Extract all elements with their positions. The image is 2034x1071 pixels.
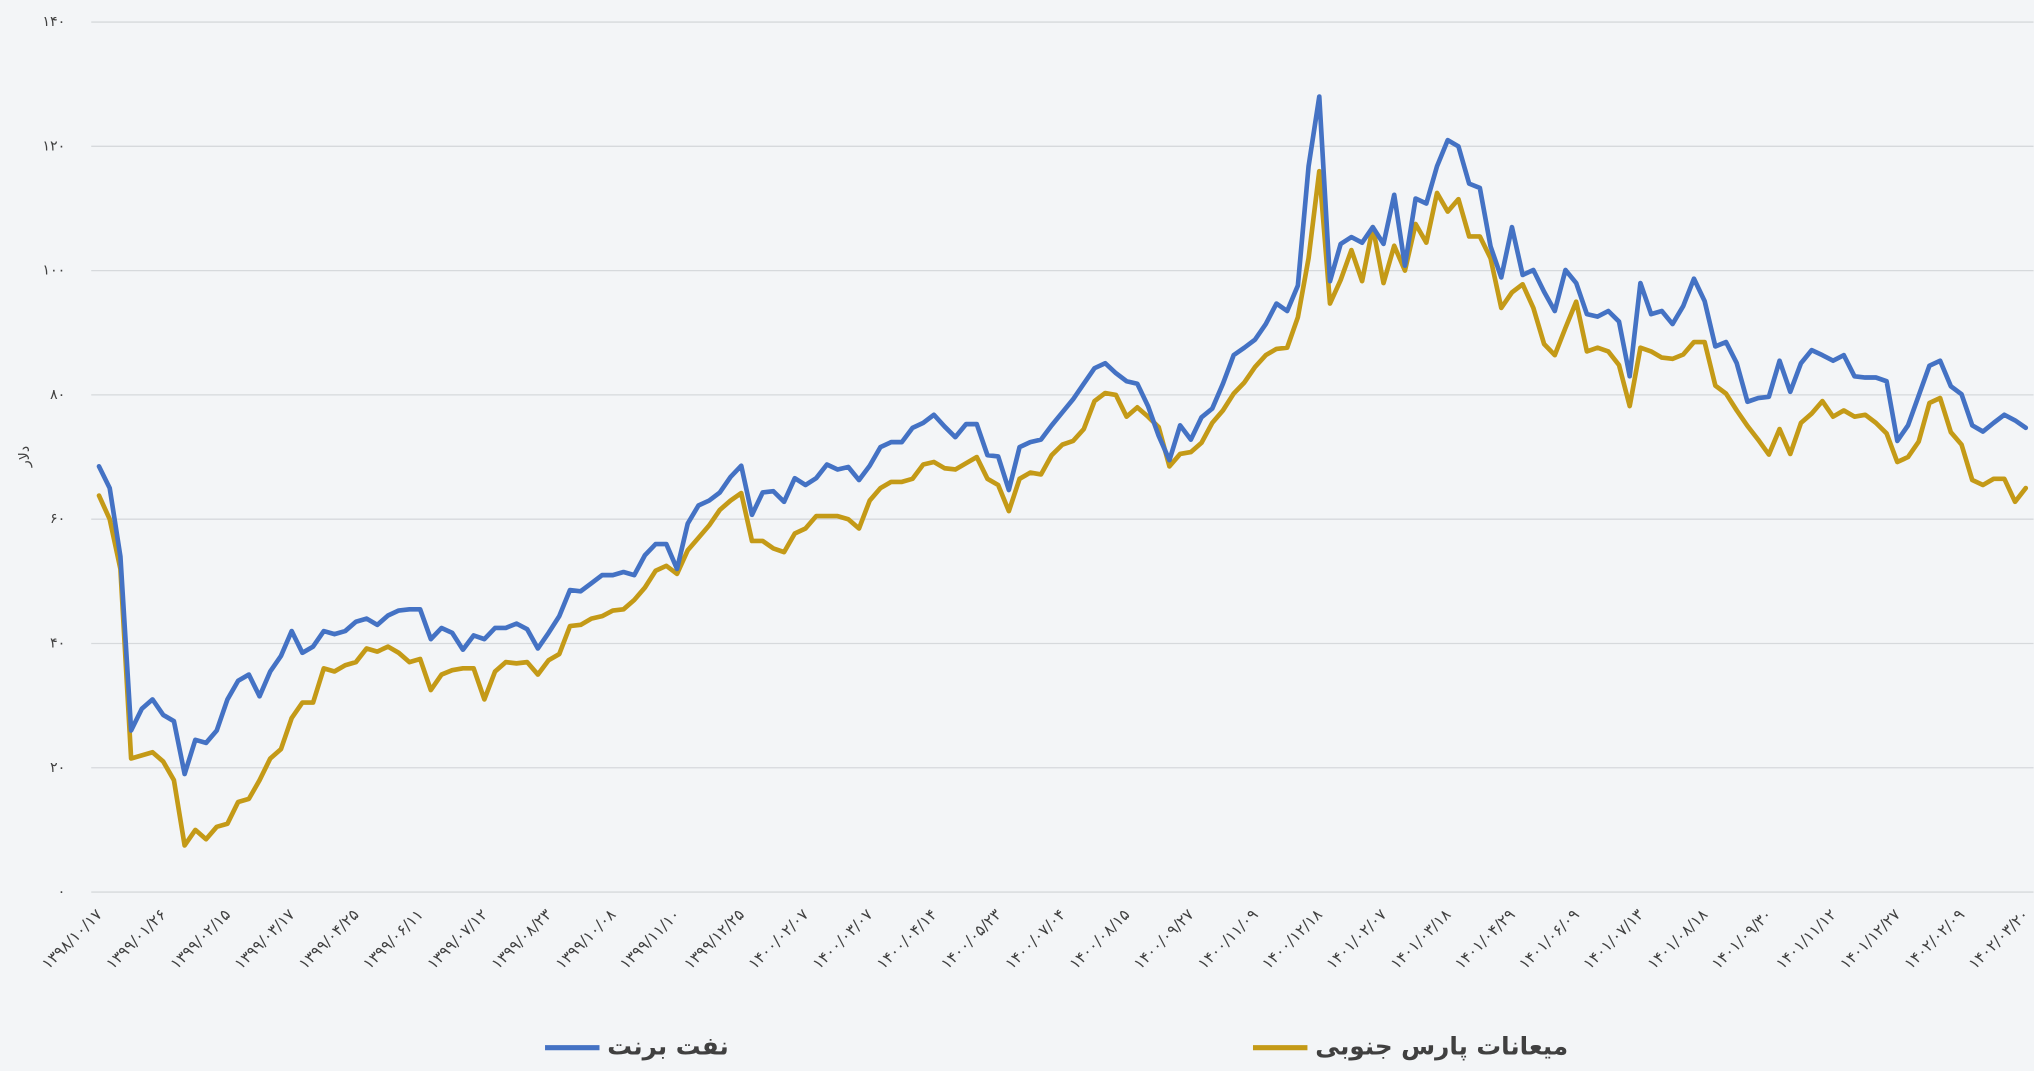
y-tick-label: ۲۰: [50, 760, 65, 776]
x-tick-label: ۱۳۹۹/۰۷/۱۲: [424, 906, 491, 973]
y-tick-label: ۱۰۰: [42, 263, 65, 279]
x-tick-label: ۱۳۹۹/۰۲/۱۵: [167, 906, 234, 973]
x-tick-label: ۱۳۹۹/۱۲/۲۵: [681, 906, 748, 973]
x-tick-label: ۱۴۰۰/۱۱/۰۹: [1194, 906, 1261, 973]
x-tick-label: ۱۴۰۰/۰۴/۱۴: [873, 906, 940, 973]
x-tick-label: ۱۴۰۱/۰۸/۱۸: [1644, 906, 1711, 973]
x-tick-label: ۱۴۰۰/۰۹/۲۷: [1130, 906, 1197, 973]
y-tick-label: ۶۰: [50, 511, 65, 527]
x-tick-label: ۱۳۹۸/۱۰/۱۷: [38, 906, 105, 973]
x-tick-label: ۱۴۰۱/۰۳/۱۸: [1387, 906, 1454, 973]
x-tick-label: ۱۴۰۱/۰۷/۱۳: [1580, 906, 1647, 973]
y-tick-label: ۱۲۰: [42, 138, 65, 154]
y-tick-label: ۰: [58, 884, 66, 900]
x-tick-label: ۱۴۰۲/۰۳/۲۰: [1965, 906, 2032, 973]
x-tick-label: ۱۴۰۰/۱۲/۱۸: [1259, 906, 1326, 973]
x-tick-label: ۱۴۰۱/۱۲/۲۷: [1837, 906, 1904, 973]
x-tick-label: ۱۴۰۱/۰۶/۰۹: [1516, 906, 1583, 973]
x-tick-label: ۱۴۰۱/۰۴/۲۹: [1451, 906, 1518, 973]
y-axis-label: دلار: [17, 446, 33, 468]
x-tick-label: ۱۳۹۹/۰۳/۱۷: [231, 906, 298, 973]
series-line: [96, 168, 2029, 848]
x-tick-label: ۱۴۰۱/۱۱/۱۲: [1772, 906, 1839, 973]
x-tick-label: ۱۴۰۱/۰۲/۰۷: [1323, 906, 1390, 973]
x-tick-label: ۱۳۹۹/۱۱/۱۰: [616, 906, 683, 973]
x-tick-label: ۱۳۹۹/۰۴/۲۵: [295, 906, 362, 973]
legend-label: نفت برنت: [607, 1032, 729, 1061]
x-tick-label: ۱۳۹۹/۱۰/۰۸: [552, 906, 619, 973]
y-tick-label: ۴۰: [50, 635, 65, 651]
series-line: [96, 94, 2029, 777]
x-tick-label: ۱۳۹۹/۰۱/۲۶: [103, 906, 170, 973]
x-tick-label: ۱۴۰۱/۰۹/۳۰: [1708, 906, 1775, 973]
x-tick-label: ۱۳۹۹/۰۶/۱۱: [359, 906, 426, 973]
x-tick-label: ۱۴۰۰/۰۵/۲۳: [938, 906, 1005, 973]
x-tick-label: ۱۴۰۰/۰۷/۰۴: [1002, 906, 1069, 973]
x-tick-label: ۱۴۰۰/۰۳/۰۷: [809, 906, 876, 973]
x-tick-label: ۱۳۹۹/۰۸/۲۳: [488, 906, 555, 973]
legend-label: میعانات پارس جنوبی: [1315, 1032, 1568, 1062]
x-tick-label: ۱۴۰۰/۰۲/۰۷: [745, 906, 812, 973]
x-tick-label: ۱۴۰۰/۰۸/۱۵: [1066, 906, 1133, 973]
x-tick-label: ۱۴۰۲/۰۲/۰۹: [1901, 906, 1968, 973]
y-tick-label: ۸۰: [50, 387, 65, 403]
y-tick-label: ۱۴۰: [42, 14, 65, 30]
